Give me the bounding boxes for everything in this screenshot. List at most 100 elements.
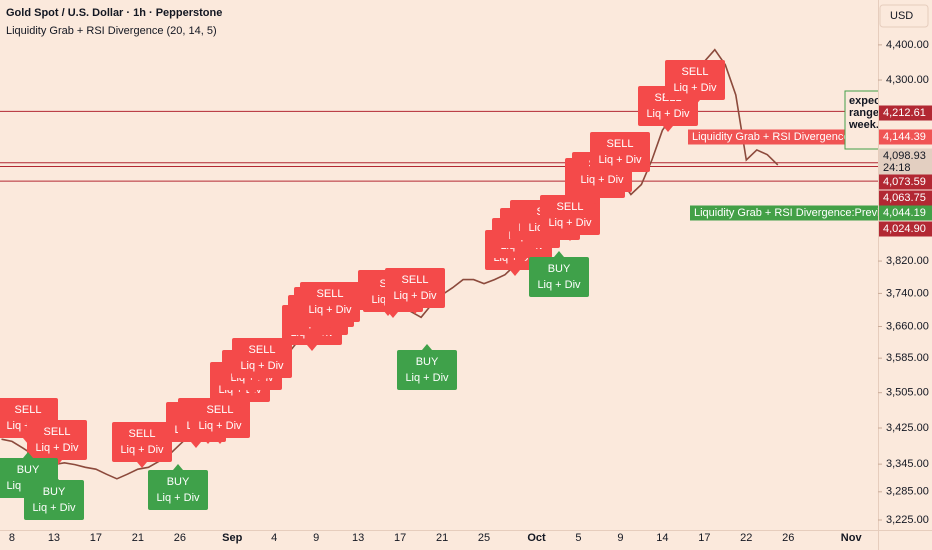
signal-pointer	[545, 240, 555, 246]
x-tick-label: 21	[436, 532, 448, 544]
signal-pointer	[247, 390, 257, 396]
signal-pointer	[49, 474, 59, 480]
x-tick-label: 5	[575, 532, 581, 544]
signal-box	[385, 268, 445, 308]
y-tick-label: 3,345.00	[886, 458, 929, 470]
signal-pointer	[173, 464, 183, 470]
x-tick-label: 13	[352, 532, 364, 544]
y-tick-label: 3,225.00	[886, 514, 929, 526]
signal: SELL Liq + Div	[540, 195, 600, 241]
currency[interactable]: USD	[890, 10, 913, 22]
signal-box	[397, 350, 457, 390]
signal-pointer	[307, 345, 317, 351]
y-tick-label: 3,660.00	[886, 320, 929, 332]
signal-text: Liq + Div	[405, 372, 449, 384]
price-label: 4,073.59	[883, 176, 926, 188]
signal-pointer	[510, 270, 520, 276]
x-tick-label: 22	[740, 532, 752, 544]
signal-pointer	[590, 198, 600, 204]
signal-box	[27, 420, 87, 460]
signal-text: Liq + Div	[198, 420, 242, 432]
signal-text: Liq + Div	[537, 279, 581, 291]
signal-box	[24, 480, 84, 520]
signal: SELL Liq + Div	[232, 338, 292, 384]
plot-area: SELL Liq + Div SELL Liq + Div SELL Liq + Div S…	[0, 48, 921, 520]
signal-pointer	[535, 240, 545, 246]
signal-text: Liq + Div	[35, 442, 79, 454]
price-label: 4,024.90	[883, 223, 926, 235]
signal-side: SELL	[607, 138, 634, 150]
x-tick-label: 9	[313, 532, 319, 544]
note-text: expecti	[849, 95, 887, 107]
signal-text: Liq + Div	[673, 82, 717, 94]
price-label: 4,098.93	[883, 150, 926, 162]
signal-text: Liq + Div	[580, 174, 624, 186]
signal-text: Liq + Div	[120, 444, 164, 456]
signal: SELL Liq + Div	[190, 398, 250, 444]
y-tick-label: 3,285.00	[886, 486, 929, 498]
signal: SELL Liq + Div	[27, 420, 87, 466]
signal-pointer	[410, 308, 420, 314]
price-label-box	[879, 221, 932, 237]
x-tick-label: Oct	[527, 532, 546, 544]
y-tick-label: 4,300.00	[886, 74, 929, 86]
signal-pointer	[615, 172, 625, 178]
signal: BUY Liq + Div	[529, 251, 589, 297]
signal-pointer	[690, 100, 700, 106]
x-tick-label: 25	[478, 532, 490, 544]
x-tick-label: 26	[174, 532, 186, 544]
signal: SELL Liq + Div	[300, 282, 360, 328]
currency-button[interactable]	[879, 4, 929, 28]
signal-pointer	[663, 126, 673, 132]
signal-pointer	[313, 335, 323, 341]
signal-box	[232, 338, 292, 378]
signal-pointer	[325, 322, 335, 328]
signal-side: SELL	[557, 201, 584, 213]
signal-box	[148, 470, 208, 510]
signal-pointer	[554, 251, 564, 257]
x-tick-label: 8	[9, 532, 15, 544]
signal-pointer	[517, 258, 527, 264]
signal-side: BUY	[416, 356, 439, 368]
price-label: 4,212.61	[883, 107, 926, 119]
signal-pointer	[23, 452, 33, 458]
signal: BUY Liq + Div	[148, 464, 208, 510]
signal-side: SELL	[44, 426, 71, 438]
x-tick-label: 26	[782, 532, 794, 544]
signal-side: BUY	[43, 486, 66, 498]
signal-text: Liq + Div	[156, 492, 200, 504]
signal-text: Liq + Div	[308, 304, 352, 316]
note-text: range o	[849, 107, 889, 119]
y-tick-label: 3,425.00	[886, 422, 929, 434]
signal-text: Liq + Div	[598, 154, 642, 166]
x-tick-label: 17	[90, 532, 102, 544]
signal-pointer	[203, 438, 213, 444]
level-label: Liquidity Grab + RSI Divergence:Previous…	[694, 207, 921, 219]
signal: SELL Liq + Div	[112, 422, 172, 468]
signal-text: Liq + Div	[548, 217, 592, 229]
signal-pointer	[257, 378, 267, 384]
y-tick-label: 3,585.00	[886, 352, 929, 364]
y-tick-label: 4,400.00	[886, 39, 929, 51]
signal: BUY Liq + Div	[397, 344, 457, 390]
x-tick-label: 21	[132, 532, 144, 544]
signal: BUY Liq + Div	[24, 474, 84, 520]
signal-box	[665, 60, 725, 100]
x-tick-label: 13	[48, 532, 60, 544]
signal-pointer	[525, 248, 535, 254]
price-label-box	[879, 105, 932, 121]
signal-box	[300, 282, 360, 322]
note-box	[844, 90, 878, 150]
signal-box	[540, 195, 600, 235]
y-tick-label: 3,740.00	[886, 287, 929, 299]
signal: SELL Liq + Div	[665, 60, 725, 106]
signal-pointer	[215, 438, 225, 444]
signal-pointer	[137, 462, 147, 468]
signal-side: SELL	[402, 274, 429, 286]
signal-side: SELL	[682, 66, 709, 78]
x-tick-label: 9	[617, 532, 623, 544]
signal: SELL Liq + Div	[590, 132, 650, 178]
